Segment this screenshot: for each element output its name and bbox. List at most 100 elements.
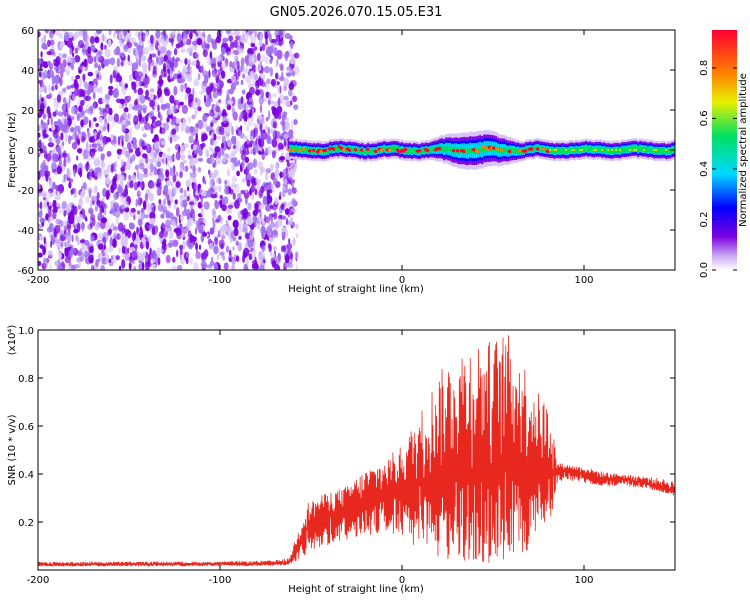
noise-blob bbox=[195, 32, 199, 37]
noise-blob bbox=[277, 97, 281, 107]
noise-blob bbox=[203, 121, 208, 129]
noise-blob bbox=[144, 155, 149, 164]
noise-blob bbox=[238, 222, 244, 233]
noise-blob bbox=[110, 163, 114, 173]
noise-blob bbox=[87, 85, 93, 95]
noise-blob bbox=[64, 241, 67, 248]
noise-blob bbox=[228, 257, 232, 262]
band-cell bbox=[667, 148, 670, 154]
noise-blob bbox=[258, 203, 264, 210]
noise-blob bbox=[258, 95, 264, 106]
band-cell bbox=[623, 147, 626, 153]
noise-blob bbox=[74, 47, 79, 54]
noise-blob bbox=[75, 74, 81, 80]
noise-blob bbox=[62, 141, 65, 147]
noise-blob bbox=[135, 124, 139, 131]
noise-blob bbox=[116, 153, 121, 160]
band-cell bbox=[467, 148, 470, 154]
noise-blob bbox=[181, 159, 188, 164]
noise-blob bbox=[285, 217, 288, 226]
noise-blob bbox=[162, 209, 168, 215]
noise-blob bbox=[143, 214, 149, 219]
x-tick-label: -200 bbox=[27, 575, 50, 586]
noise-blob bbox=[101, 257, 107, 262]
noise-blob bbox=[78, 105, 82, 113]
noise-blob bbox=[128, 222, 135, 230]
noise-blob bbox=[184, 34, 188, 39]
snr-trace bbox=[38, 335, 675, 568]
noise-blob bbox=[265, 84, 269, 90]
noise-blob bbox=[221, 142, 225, 149]
noise-blob bbox=[105, 189, 111, 199]
band-cell bbox=[603, 147, 606, 153]
noise-blob bbox=[185, 257, 189, 265]
noise-blob bbox=[185, 87, 192, 94]
noise-blob bbox=[293, 119, 298, 125]
band-cell bbox=[407, 148, 410, 154]
noise-blob bbox=[73, 264, 80, 269]
noise-blob bbox=[230, 151, 233, 157]
noise-blob bbox=[62, 124, 66, 133]
noise-blob bbox=[115, 255, 121, 261]
noise-blob bbox=[291, 187, 297, 194]
noise-blob bbox=[295, 264, 298, 270]
noise-blob bbox=[68, 94, 71, 104]
noise-blob bbox=[236, 170, 241, 177]
noise-blob bbox=[273, 177, 277, 186]
noise-blob bbox=[78, 214, 84, 221]
noise-blob bbox=[195, 133, 198, 142]
noise-blob bbox=[257, 160, 262, 170]
noise-blob bbox=[194, 227, 198, 235]
noise-blob bbox=[152, 121, 156, 127]
noise-blob bbox=[290, 208, 297, 213]
noise-blob bbox=[126, 30, 132, 39]
noise-blob bbox=[66, 40, 73, 48]
noise-blob bbox=[268, 189, 273, 194]
noise-blob bbox=[219, 194, 224, 200]
noise-blob bbox=[108, 261, 114, 267]
noise-blob bbox=[79, 251, 85, 262]
noise-blob bbox=[228, 35, 234, 42]
noise-blob bbox=[127, 60, 133, 66]
noise-blob bbox=[145, 75, 150, 85]
noise-blob bbox=[274, 197, 279, 205]
noise-blob bbox=[226, 138, 233, 148]
noise-blob bbox=[69, 248, 73, 258]
noise-blob bbox=[187, 155, 194, 160]
band-cell bbox=[409, 148, 412, 154]
noise-blob bbox=[260, 104, 262, 114]
noise-blob bbox=[41, 202, 46, 209]
noise-blob bbox=[57, 146, 62, 155]
noise-blob bbox=[50, 125, 56, 131]
noise-blob bbox=[164, 89, 171, 97]
noise-blob bbox=[88, 254, 94, 264]
noise-blob bbox=[39, 86, 42, 96]
noise-blob bbox=[249, 30, 256, 34]
noise-blob bbox=[256, 182, 261, 190]
noise-blob bbox=[133, 42, 138, 47]
peak-cell bbox=[549, 149, 552, 151]
noise-blob bbox=[131, 81, 137, 91]
noise-blob bbox=[240, 111, 243, 119]
noise-blob bbox=[38, 191, 42, 197]
noise-blob bbox=[125, 112, 132, 121]
noise-blob bbox=[163, 54, 168, 61]
noise-blob bbox=[137, 218, 143, 227]
band-cell bbox=[469, 147, 472, 153]
noise-blob bbox=[290, 119, 293, 130]
noise-blob bbox=[87, 108, 94, 115]
noise-blob bbox=[165, 254, 171, 264]
noise-blob bbox=[255, 30, 258, 33]
noise-blob bbox=[43, 258, 49, 266]
noise-blob bbox=[69, 91, 72, 96]
noise-blob bbox=[157, 50, 161, 56]
noise-blob bbox=[268, 91, 272, 102]
noise-blob bbox=[210, 193, 217, 199]
y-tick-label: 40 bbox=[21, 66, 34, 77]
noise-blob bbox=[128, 148, 133, 153]
noise-blob bbox=[48, 137, 53, 143]
noise-blob bbox=[252, 77, 256, 87]
noise-blob bbox=[215, 55, 222, 63]
noise-blob bbox=[84, 239, 90, 246]
snr-x-axis: -200 -100 0 100 bbox=[27, 330, 594, 586]
